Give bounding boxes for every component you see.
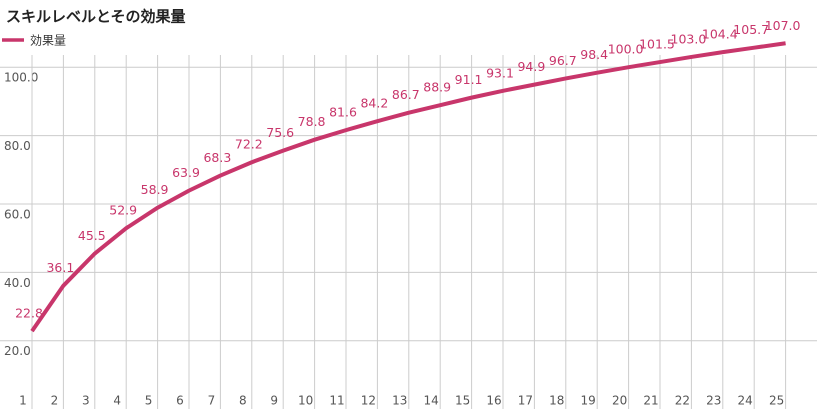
data-label: 98.4	[580, 47, 608, 62]
y-tick-label: 40.0	[4, 276, 31, 290]
chart-title: スキルレベルとその効果量	[6, 8, 186, 26]
data-label: 100.0	[608, 42, 644, 57]
data-label: 36.1	[46, 260, 74, 275]
data-label: 75.6	[266, 125, 294, 140]
data-label: 105.7	[733, 22, 769, 37]
x-tick-label: 23	[706, 394, 721, 408]
x-tick-label: 15	[455, 394, 470, 408]
x-tick-label: 5	[145, 394, 153, 408]
x-tick-label: 20	[612, 394, 627, 408]
x-tick-label: 19	[581, 394, 596, 408]
data-label: 91.1	[455, 72, 483, 87]
x-tick-label: 4	[113, 394, 121, 408]
data-label: 63.9	[172, 165, 200, 180]
data-label: 86.7	[392, 87, 420, 102]
data-label: 81.6	[329, 105, 357, 120]
x-tick-label: 24	[738, 394, 753, 408]
x-tick-label: 9	[270, 394, 278, 408]
x-tick-label: 10	[298, 394, 313, 408]
x-tick-label: 16	[486, 394, 501, 408]
data-line	[30, 41, 786, 333]
y-tick-label: 20.0	[4, 344, 31, 358]
data-label: 72.2	[235, 137, 263, 152]
x-tick-label: 17	[518, 394, 533, 408]
data-label: 93.1	[486, 65, 514, 80]
x-tick-label: 25	[769, 394, 784, 408]
data-label: 107.0	[765, 18, 801, 33]
data-label: 104.4	[702, 27, 738, 42]
data-label: 45.5	[78, 228, 106, 243]
x-tick-label: 2	[51, 394, 59, 408]
y-tick-label: 60.0	[4, 207, 31, 221]
data-label: 52.9	[109, 203, 137, 218]
x-tick-label: 12	[361, 394, 376, 408]
x-tick-label: 11	[329, 394, 344, 408]
data-label: 78.8	[298, 114, 326, 129]
data-label: 22.8	[15, 306, 43, 321]
x-tick-label: 21	[643, 394, 658, 408]
x-tick-label: 1	[19, 394, 27, 408]
data-label: 101.5	[639, 37, 675, 52]
x-tick-label: 7	[208, 394, 216, 408]
x-tick-label: 18	[549, 394, 564, 408]
data-label: 68.3	[203, 150, 231, 165]
x-tick-label: 8	[239, 394, 247, 408]
x-tick-label: 6	[176, 394, 184, 408]
legend-label: 効果量	[30, 33, 66, 48]
x-tick-label: 3	[82, 394, 90, 408]
data-label: 88.9	[423, 80, 451, 95]
data-label: 96.7	[549, 53, 577, 68]
data-label: 84.2	[360, 96, 388, 111]
data-label: 94.9	[517, 59, 545, 74]
y-tick-label: 80.0	[4, 139, 31, 153]
data-label: 103.0	[671, 31, 707, 46]
y-tick-label: 100.0	[4, 71, 38, 85]
x-tick-label: 14	[424, 394, 439, 408]
x-tick-label: 22	[675, 394, 690, 408]
x-tick-label: 13	[392, 394, 407, 408]
data-label: 58.9	[141, 182, 169, 197]
